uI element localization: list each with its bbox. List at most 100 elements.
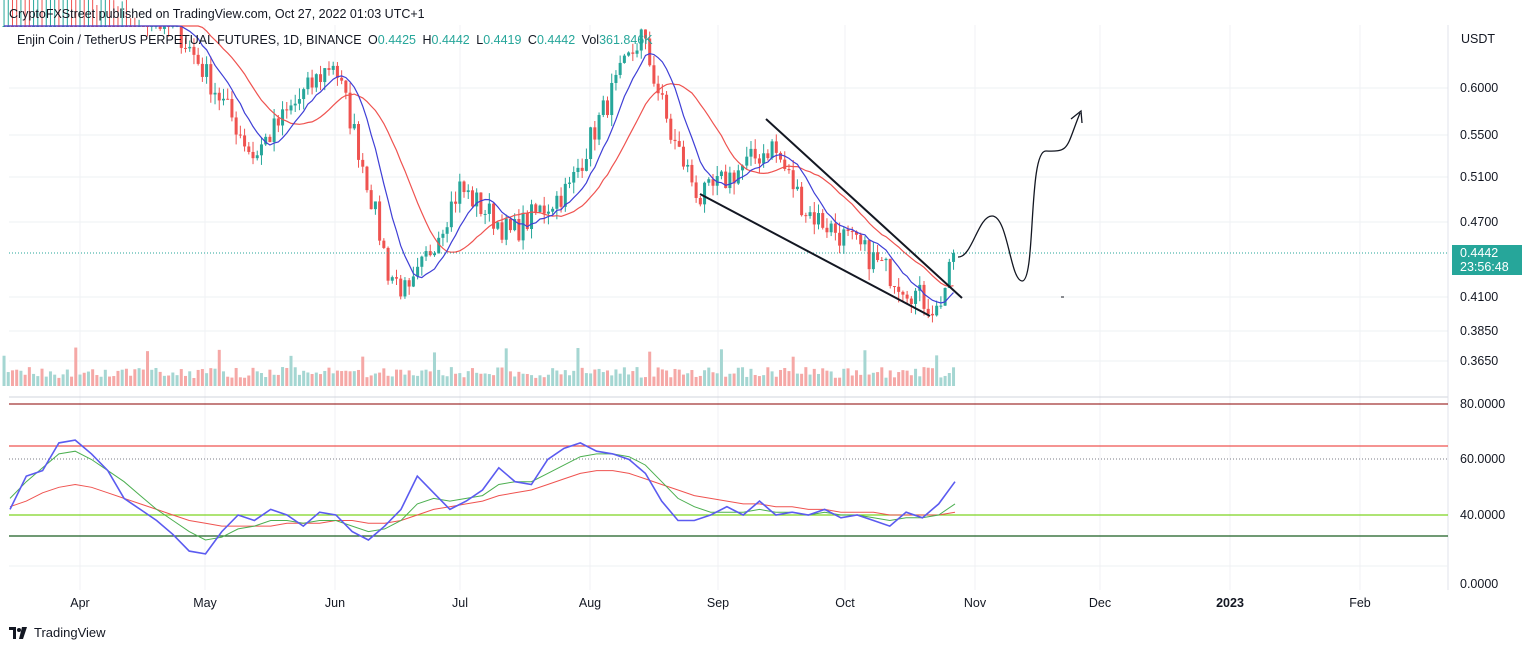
volume-bar: [601, 372, 605, 386]
currency-unit[interactable]: USDT: [1461, 32, 1496, 46]
candle-body: [209, 64, 213, 95]
time-tick: Jul: [452, 596, 468, 610]
candle-body: [580, 167, 584, 171]
candle-body: [264, 136, 268, 145]
candle-body: [302, 89, 306, 100]
volume-bar: [867, 374, 871, 386]
volume-bar: [643, 377, 647, 386]
candle-body: [863, 240, 867, 245]
tradingview-logo-icon: [9, 626, 27, 639]
volume-bar: [521, 373, 525, 386]
volume-bar: [492, 375, 496, 386]
volume-bar: [901, 370, 905, 386]
projection-arrow-drawing[interactable]: [957, 112, 1081, 282]
candle-body: [808, 212, 812, 217]
volume-bar: [698, 375, 702, 386]
rsi-tick: 40.0000: [1460, 508, 1505, 522]
close-value: 0.4442: [536, 33, 576, 47]
volume-bar: [952, 367, 956, 386]
candle-body: [804, 215, 808, 217]
volume-bar: [133, 369, 137, 386]
candle-body: [660, 93, 664, 95]
candle-body: [842, 229, 846, 246]
volume-bar: [420, 370, 424, 386]
candle-body: [285, 109, 289, 111]
rsi-tick: 0.0000: [1460, 577, 1498, 591]
candle-body: [568, 182, 572, 184]
high-label: H: [422, 33, 432, 47]
candle-body: [192, 46, 196, 55]
candle-body: [513, 218, 517, 231]
candle-body: [479, 192, 483, 214]
volume-bar: [660, 369, 664, 386]
volume-bar: [302, 370, 306, 386]
published-by-text: CryptoFXStreet published on TradingView.…: [9, 7, 425, 21]
candle-body: [551, 208, 555, 212]
price-tick: 0.6000: [1460, 81, 1498, 95]
volume-bar: [766, 367, 770, 386]
candle-body: [669, 118, 673, 140]
candle-body: [492, 203, 496, 229]
high-value: 0.4442: [431, 33, 470, 47]
candle-body: [859, 234, 863, 245]
volume-bar: [568, 375, 572, 386]
volume-bar: [757, 376, 761, 386]
volume-bar: [335, 370, 339, 386]
candle-body: [437, 237, 441, 254]
volume-bar: [593, 369, 597, 386]
candle-body: [643, 29, 647, 39]
volume-bar: [690, 370, 694, 386]
volume-bar: [40, 368, 44, 386]
candle-body: [259, 144, 263, 156]
candle-body: [504, 218, 508, 240]
volume-bar: [762, 375, 766, 386]
volume-bar: [428, 371, 432, 386]
candle-body: [681, 146, 685, 167]
price-tick: 0.4700: [1460, 215, 1498, 229]
volume-bar: [124, 368, 128, 386]
volume-bar: [681, 374, 685, 386]
candle-body: [572, 171, 576, 183]
candle-body: [213, 92, 217, 95]
candle-body: [715, 176, 719, 186]
volume-bar: [255, 371, 259, 386]
volume-bar: [357, 369, 361, 386]
volume-bar: [141, 369, 145, 386]
volume-bar: [390, 376, 394, 386]
volume-bar: [15, 369, 19, 386]
candle-body: [390, 277, 394, 281]
volume-bar: [259, 373, 263, 386]
volume-bar: [846, 368, 850, 386]
candle-body: [369, 190, 373, 210]
volume-bar: [200, 369, 204, 386]
volume-bar: [707, 367, 711, 386]
volume-bar: [6, 372, 10, 386]
wedge-lower-trendline[interactable]: [699, 193, 931, 317]
candle-body: [407, 280, 411, 287]
candle-body: [251, 151, 255, 159]
symbol-name[interactable]: Enjin Coin / TetherUS PERPETUAL FUTURES,…: [17, 33, 362, 47]
volume-bar: [112, 376, 116, 386]
volume-bar: [728, 373, 732, 386]
candle-body: [534, 204, 538, 212]
volume-bar: [741, 367, 745, 386]
last-price-badge: 0.4442: [1452, 245, 1522, 261]
volume-bar: [500, 367, 504, 386]
candle-body: [234, 117, 238, 135]
volume-bar: [504, 348, 508, 386]
volume-bar: [264, 377, 268, 386]
volume-bar: [563, 370, 567, 386]
candle-body: [470, 190, 474, 207]
tradingview-footer[interactable]: TradingView: [9, 625, 106, 640]
candle-body: [289, 105, 293, 111]
volume-bar: [158, 371, 162, 386]
candle-body: [247, 146, 251, 152]
candle-body: [745, 156, 749, 166]
volume-bar: [293, 367, 297, 386]
volume-bar: [791, 356, 795, 386]
candle-body: [276, 118, 280, 126]
wedge-upper-trendline[interactable]: [765, 118, 963, 299]
volume-bar: [631, 371, 635, 386]
time-tick: Oct: [835, 596, 855, 610]
